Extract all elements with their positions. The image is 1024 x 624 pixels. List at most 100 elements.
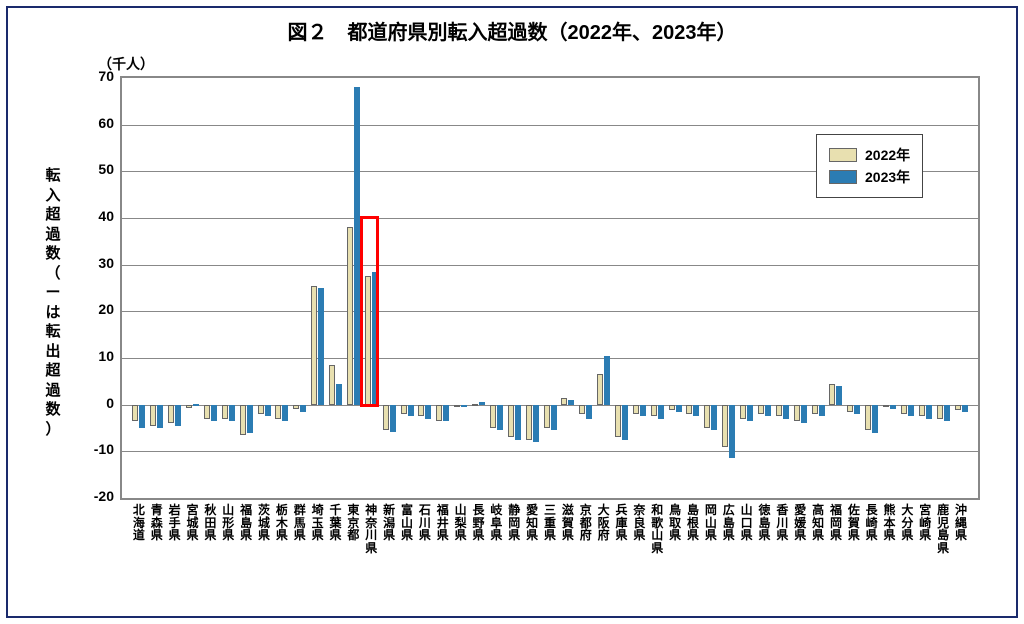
x-tick-label: 宮城県	[186, 504, 200, 542]
x-tick-label: 青森県	[150, 504, 164, 542]
x-tick-label: 秋田県	[203, 504, 217, 542]
x-tick-label: 高知県	[811, 504, 825, 542]
x-tick-label: 岐阜県	[489, 504, 503, 542]
legend-label-2023: 2023年	[865, 167, 910, 187]
bar-2022	[240, 405, 246, 435]
bar-2022	[633, 405, 639, 414]
y-axis-label: 転 入 超 過 数 （ ー は 転 出 超 過 数 ）	[44, 166, 62, 439]
bar-2023	[586, 405, 592, 419]
x-tick-label: 愛媛県	[793, 504, 807, 542]
bar-2023	[139, 405, 145, 428]
bar-2023	[747, 405, 753, 421]
bar-2022	[526, 405, 532, 440]
bar-2022	[669, 405, 675, 411]
bar-2023	[729, 405, 735, 459]
x-tick-label: 福岡県	[829, 504, 843, 542]
x-tick-label: 兵庫県	[614, 504, 628, 542]
bar-2022	[776, 405, 782, 417]
bar-2023	[318, 288, 324, 405]
y-tick-label: 60	[76, 115, 114, 131]
x-tick-label: 長崎県	[865, 504, 879, 542]
x-tick-label: 広島県	[722, 504, 736, 542]
bar-2023	[640, 405, 646, 417]
y-tick-label: -20	[76, 488, 114, 504]
bar-2023	[962, 405, 968, 412]
x-tick-label: 山形県	[221, 504, 235, 542]
bar-2023	[551, 405, 557, 431]
bar-2023	[658, 405, 664, 419]
x-tick-label: 滋賀県	[561, 504, 575, 542]
bar-2022	[704, 405, 710, 428]
bar-2023	[622, 405, 628, 440]
bar-2022	[365, 276, 371, 404]
x-tick-label: 富山県	[400, 504, 414, 542]
y-tick-label: -10	[76, 441, 114, 457]
x-tick-label: 群馬県	[293, 504, 307, 542]
bar-2023	[765, 405, 771, 417]
bar-2022	[901, 405, 907, 414]
x-tick-label: 新潟県	[382, 504, 396, 542]
legend-item-2022: 2022年	[829, 145, 910, 165]
bar-2022	[579, 405, 585, 414]
bar-2022	[436, 405, 442, 421]
bar-2023	[926, 405, 932, 419]
bar-2023	[693, 405, 699, 417]
bar-2023	[175, 405, 181, 426]
x-tick-label: 福井県	[436, 504, 450, 542]
bar-2023	[533, 405, 539, 442]
y-tick-label: 10	[76, 348, 114, 364]
bar-2022	[955, 405, 961, 411]
bar-2023	[354, 87, 360, 404]
bar-2022	[311, 286, 317, 405]
x-tick-label: 島根県	[686, 504, 700, 542]
bar-2022	[919, 405, 925, 417]
bar-2023	[408, 405, 414, 417]
bar-2023	[604, 356, 610, 405]
gridline	[122, 358, 978, 359]
x-tick-label: 千葉県	[329, 504, 343, 542]
bar-2023	[819, 405, 825, 417]
bar-2022	[472, 404, 478, 406]
bar-2023	[157, 405, 163, 428]
bar-2023	[872, 405, 878, 433]
y-tick-label: 0	[76, 395, 114, 411]
x-tick-label: 三重県	[543, 504, 557, 542]
bar-2022	[740, 405, 746, 419]
gridline	[122, 311, 978, 312]
y-tick-label: 50	[76, 161, 114, 177]
x-tick-label: 鹿児島県	[936, 504, 950, 554]
bar-2022	[258, 405, 264, 414]
bar-2022	[544, 405, 550, 428]
bar-2022	[847, 405, 853, 412]
bar-2023	[783, 405, 789, 419]
bar-2022	[186, 405, 192, 409]
bar-2022	[204, 405, 210, 419]
x-tick-label: 愛知県	[525, 504, 539, 542]
x-tick-label: 徳島県	[757, 504, 771, 542]
x-tick-label: 鳥取県	[668, 504, 682, 542]
x-tick-label: 茨城県	[257, 504, 271, 542]
x-tick-label: 岩手県	[168, 504, 182, 542]
legend-item-2023: 2023年	[829, 167, 910, 187]
x-tick-label: 沖縄県	[954, 504, 968, 542]
bar-2023	[890, 405, 896, 410]
bar-2022	[937, 405, 943, 419]
x-tick-label: 東京都	[346, 504, 360, 542]
x-tick-label: 岡山県	[704, 504, 718, 542]
bar-2023	[425, 405, 431, 419]
bar-2022	[865, 405, 871, 431]
x-tick-label: 山口県	[740, 504, 754, 542]
gridline	[122, 218, 978, 219]
bar-2022	[686, 405, 692, 414]
bar-2023	[211, 405, 217, 421]
bar-2023	[229, 405, 235, 421]
bar-2023	[836, 386, 842, 405]
legend-swatch-2023	[829, 170, 857, 184]
bar-2023	[461, 405, 467, 407]
bar-2023	[515, 405, 521, 440]
bar-2023	[336, 384, 342, 405]
bar-2023	[497, 405, 503, 431]
bar-2023	[265, 405, 271, 417]
bar-2023	[479, 402, 485, 404]
y-tick-label: 40	[76, 208, 114, 224]
